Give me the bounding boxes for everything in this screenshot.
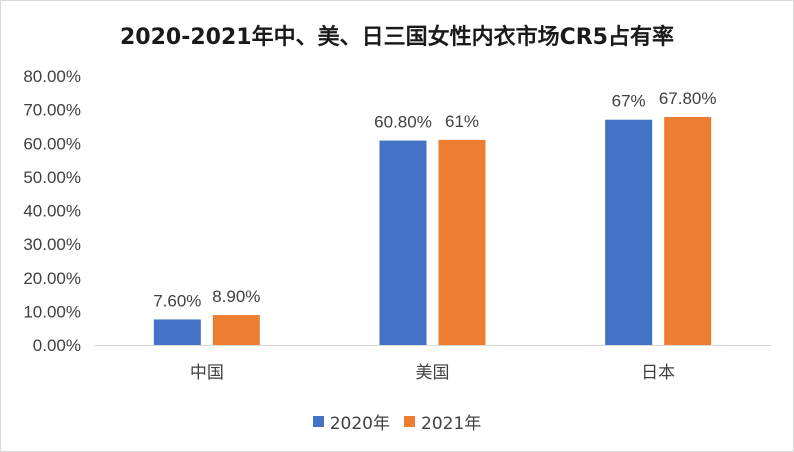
bar [664, 117, 712, 346]
y-tick-label: 80.00% [23, 67, 81, 86]
legend-item-2021: 2021年 [404, 409, 481, 434]
y-tick-label: 50.00% [23, 168, 81, 187]
bar [438, 139, 486, 345]
data-label: 7.60% [153, 291, 201, 310]
chart-title: 2020-2021年中、美、日三国女性内衣市场CR5占有率 [120, 25, 674, 50]
legend-label-2020: 2020年 [329, 414, 390, 434]
y-tick-label: 0.00% [33, 336, 81, 355]
data-label: 8.90% [212, 287, 260, 306]
x-tick-label: 日本 [641, 363, 675, 383]
y-tick-label: 40.00% [23, 202, 81, 221]
y-tick-label: 60.00% [23, 134, 81, 153]
legend-swatch-2021 [404, 416, 415, 427]
bar [605, 119, 653, 346]
data-label: 60.80% [374, 113, 432, 132]
y-tick-label: 20.00% [23, 269, 81, 288]
y-tick-label: 70.00% [23, 101, 81, 120]
data-label: 61% [445, 112, 479, 131]
legend: 2020年 2021年 [1, 409, 793, 434]
y-tick-label: 10.00% [23, 302, 81, 321]
legend-swatch-2020 [312, 416, 324, 427]
legend-item-2020: 2020年 [312, 409, 390, 434]
data-label: 67.80% [659, 89, 717, 108]
data-label: 67% [612, 92, 646, 111]
legend-label-2021: 2021年 [421, 414, 482, 434]
y-tick-label: 30.00% [23, 235, 81, 254]
bar [212, 315, 260, 345]
bar [153, 319, 201, 345]
x-tick-label: 美国 [416, 363, 450, 383]
bar [379, 140, 427, 345]
x-tick-label: 中国 [190, 363, 224, 383]
